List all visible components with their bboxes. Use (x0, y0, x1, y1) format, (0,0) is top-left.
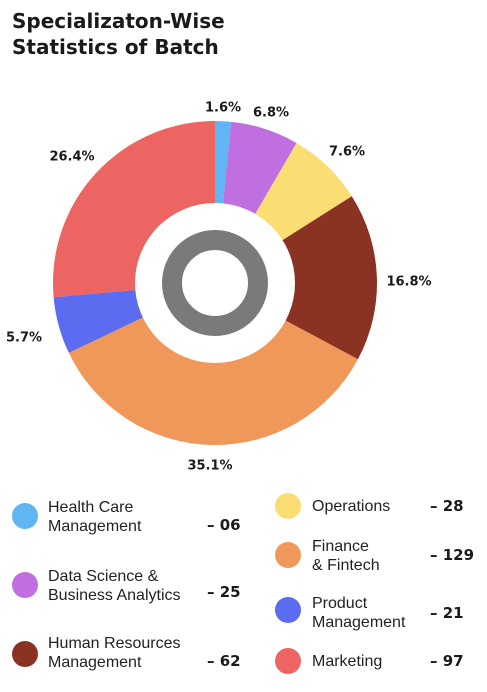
data-label-5: 5.7% (6, 331, 42, 346)
legend-label: Operations (312, 497, 390, 516)
legend-label: Data Science & Business Analytics (48, 567, 181, 605)
legend-label-line: Management (48, 518, 142, 535)
legend-swatch (12, 503, 38, 529)
legend-count: – 28 (430, 497, 464, 515)
legend-label-line: Data Science & (48, 568, 159, 585)
chart-title-line-2: Statistics of Batch (12, 35, 219, 59)
donut-hole (135, 203, 295, 363)
legend-label: Marketing (312, 652, 382, 671)
pie-slice-4 (68, 283, 358, 446)
pie-slice-3 (215, 196, 377, 360)
legend-swatch (275, 648, 301, 674)
data-label-1: 6.8% (253, 106, 289, 121)
data-label-0: 1.6% (205, 101, 241, 116)
legend-label: Finance & Fintech (312, 537, 380, 575)
legend-count: – 25 (207, 583, 241, 601)
legend-count: – 62 (207, 652, 241, 670)
legend-count: – 129 (430, 546, 475, 564)
legend-label-line: Operations (312, 498, 391, 515)
legend-label: Product Management (312, 594, 405, 632)
legend-swatch (12, 641, 38, 667)
legend-label-line: Health Care (48, 499, 134, 516)
data-label-4: 35.1% (187, 459, 232, 474)
legend-swatch (275, 542, 301, 568)
legend-swatch (12, 572, 38, 598)
legend-swatch (275, 493, 301, 519)
legend-label-line: Marketing (312, 653, 383, 670)
legend-label-line: Business Analytics (48, 587, 181, 604)
legend-count: – 06 (207, 516, 241, 534)
chart-title-line-1: Specializaton-Wise (12, 9, 225, 33)
legend-label-line: Human Resources (48, 635, 181, 652)
data-label-3: 16.8% (386, 275, 431, 290)
legend-label-line: Product (312, 595, 368, 612)
legend-label-line: & Fintech (312, 557, 380, 574)
center-ring-icon (162, 230, 268, 336)
legend-label: Human Resources Management (48, 634, 181, 672)
legend-count: – 21 (430, 604, 464, 622)
data-label-2: 7.6% (329, 145, 365, 160)
data-label-6: 26.4% (49, 150, 94, 165)
legend-count: – 97 (430, 652, 464, 670)
donut-chart: 1.6% 6.8% 7.6% 16.8% 35.1% 5.7% 26.4% (6, 101, 432, 474)
legend-label-line: Management (48, 654, 142, 671)
legend-label-line: Management (312, 614, 406, 631)
legend-label: Health Care Management (48, 498, 141, 536)
legend-swatch (275, 597, 301, 623)
chart-title: Specializaton-Wise Statistics of Batch (12, 8, 225, 60)
legend-label-line: Finance (312, 538, 369, 555)
